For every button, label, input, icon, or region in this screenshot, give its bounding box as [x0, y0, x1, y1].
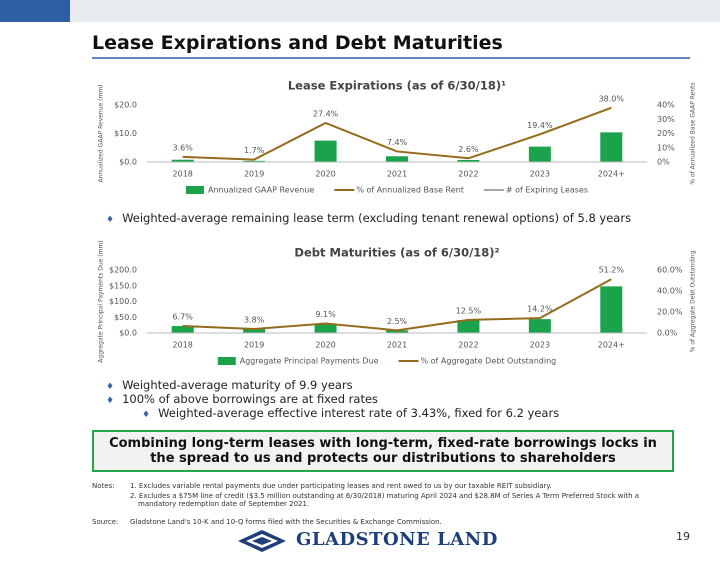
legend-swatch [217, 357, 236, 365]
y2-tick-label: 40% [657, 101, 675, 110]
sub-bullet: Weighted-average effective interest rate… [142, 406, 559, 420]
line [182, 278, 612, 332]
y2-tick-label: 20.0% [657, 308, 683, 317]
note: 2. Excludes a $75M line of credit ($3.5 … [130, 492, 640, 508]
legend-label: % of Aggregate Debt Outstanding [421, 357, 557, 366]
y2-axis-title: % of Annualized Base GAAP Rents [690, 82, 697, 184]
bar [243, 328, 266, 333]
data-label: 2.5% [387, 317, 408, 326]
logo-mark [238, 530, 286, 552]
logo-text: GLADSTONE LAND [296, 529, 498, 550]
chart-title: Debt Maturities (as of 6/30/18)² [294, 246, 499, 260]
x-tick-label: 2020 [315, 341, 335, 350]
x-tick-label: 2023 [530, 170, 550, 179]
data-label: 12.5% [456, 306, 482, 315]
x-tick-label: 2021 [387, 341, 407, 350]
y2-tick-label: 0% [657, 158, 670, 167]
legend-swatch [185, 186, 204, 194]
bullet: Weighted-average remaining lease term (e… [106, 211, 631, 225]
bar [314, 140, 337, 162]
notes-label: Notes: [92, 482, 115, 490]
y2-tick-label: 30% [657, 115, 675, 124]
bar [386, 156, 408, 162]
y-tick-label: $100.0 [109, 297, 137, 306]
data-label: 3.6% [173, 143, 194, 152]
bar [243, 160, 266, 162]
x-tick-label: 2018 [173, 341, 193, 350]
source: Gladstone Land's 10-K and 10-Q forms fil… [130, 518, 442, 526]
bar [171, 159, 194, 162]
bar [171, 326, 194, 333]
y2-tick-label: 0.0% [657, 329, 678, 338]
legend-label: Aggregate Principal Payments Due [240, 357, 379, 366]
y-tick-label: $200.0 [109, 266, 137, 275]
bullet: Weighted-average maturity of 9.9 years [106, 378, 353, 392]
y2-tick-label: 60.0% [657, 266, 683, 275]
y-axis-title: Aggregate Principal Payments Due (mm) [98, 240, 105, 362]
data-label: 7.4% [387, 138, 408, 147]
line [182, 106, 612, 161]
source-label: Source: [92, 518, 119, 526]
x-tick-label: 2023 [530, 341, 550, 350]
x-tick-label: 2022 [458, 170, 478, 179]
y2-axis-title: % of Aggregate Debt Outstanding [690, 250, 697, 352]
header-accent [0, 0, 70, 22]
y-tick-label: $150.0 [109, 281, 137, 290]
bullet: 100% of above borrowings are at fixed ra… [106, 392, 378, 406]
data-label: 1.7% [244, 146, 265, 155]
bar [600, 132, 623, 162]
x-tick-label: 2022 [458, 341, 478, 350]
bar [528, 319, 551, 333]
legend-label: Annualized GAAP Revenue [208, 186, 314, 195]
y-tick-label: $0.0 [119, 329, 137, 338]
bar [457, 320, 480, 333]
data-label: 2.6% [458, 145, 479, 154]
y2-tick-label: 10% [657, 143, 675, 152]
x-tick-label: 2020 [315, 170, 335, 179]
y-tick-label: $50.0 [114, 313, 137, 322]
data-label: 14.2% [527, 305, 553, 314]
data-label: 9.1% [315, 310, 336, 319]
y-tick-label: $20.0 [114, 101, 137, 110]
bar [314, 323, 337, 333]
y-axis-title: Annualized GAAP Revenue (mm) [98, 84, 105, 182]
bar [528, 146, 551, 162]
y-tick-label: $0.0 [119, 158, 137, 167]
x-tick-label: 2018 [173, 170, 193, 179]
data-label: 38.0% [599, 94, 625, 103]
data-label: 51.2% [599, 266, 625, 275]
data-label: 3.8% [244, 316, 265, 325]
note: 1. Excludes variable rental payments due… [130, 482, 552, 490]
legend-label: # of Expiring Leases [506, 186, 588, 195]
data-label: 19.4% [527, 121, 553, 130]
x-tick-label: 2024+ [598, 341, 625, 350]
bar [386, 330, 408, 333]
data-label: 6.7% [173, 312, 194, 321]
data-label: 27.4% [313, 109, 339, 118]
x-tick-label: 2021 [387, 170, 407, 179]
header-band [0, 0, 720, 22]
x-tick-label: 2019 [244, 170, 264, 179]
y2-tick-label: 40.0% [657, 287, 683, 296]
slide-title: Lease Expirations and Debt Maturities [92, 32, 503, 54]
chart-title: Lease Expirations (as of 6/30/18)¹ [288, 79, 506, 93]
x-tick-label: 2024+ [598, 170, 625, 179]
bar [457, 160, 480, 162]
page-number: 19 [676, 530, 690, 543]
bar [600, 286, 623, 333]
x-tick-label: 2019 [244, 341, 264, 350]
y-tick-label: $10.0 [114, 129, 137, 138]
y2-tick-label: 20% [657, 129, 675, 138]
legend-label: % of Annualized Base Rent [356, 186, 464, 195]
callout: Combining long-term leases with long-ter… [92, 430, 674, 472]
